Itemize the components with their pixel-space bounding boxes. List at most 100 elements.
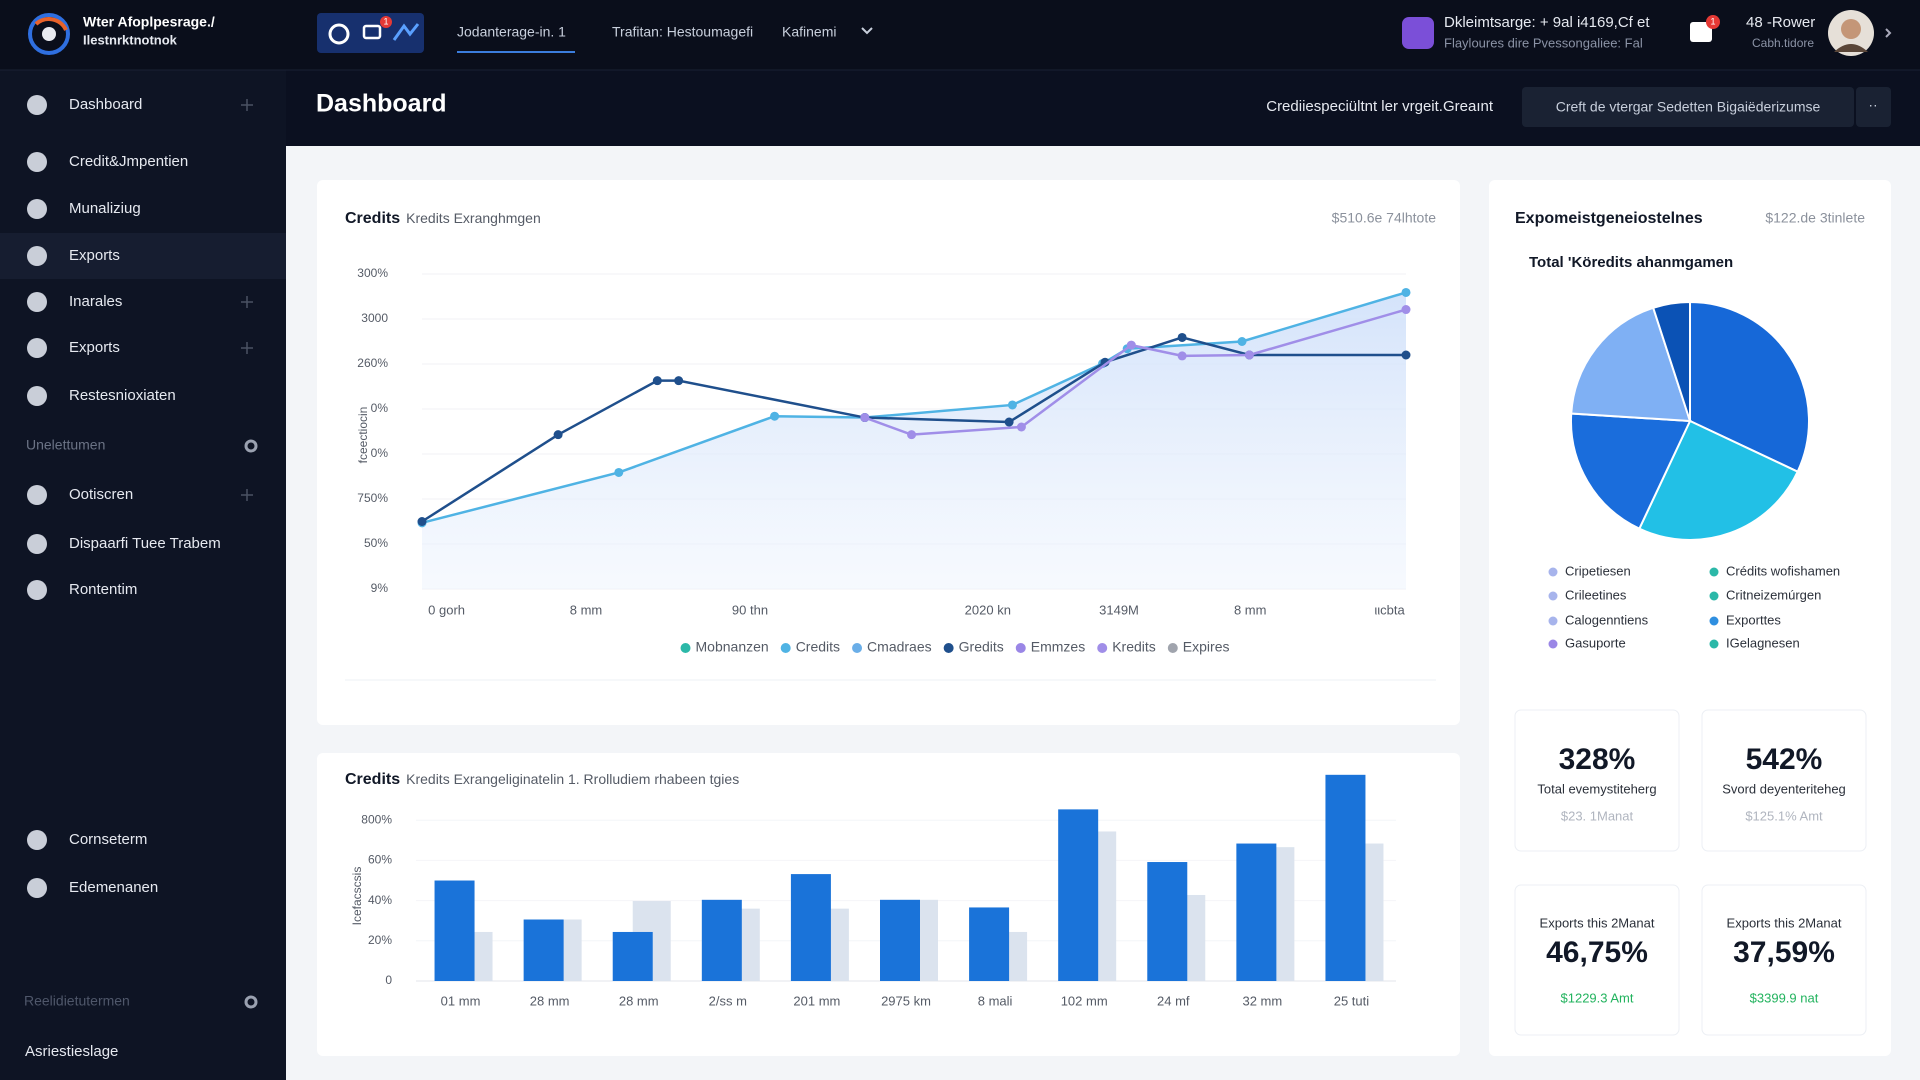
legend-swatch [1167,643,1178,653]
avatar-face [1841,19,1861,39]
card-summary: $122.de 3tinlete [1765,210,1865,226]
more-button[interactable] [1856,87,1891,127]
y-tick-label: 50% [364,536,388,550]
stat-sub: $1229.3 Amt [1561,990,1634,1005]
expand-icon[interactable] [241,296,253,308]
legend-item[interactable]: Cmadraes [852,639,932,655]
nav-item[interactable]: Cornseterm [69,831,147,848]
expand-icon[interactable] [241,342,253,354]
header-link[interactable]: Crediiespeciültnt ler vrgeit.Greaınt [1266,98,1494,115]
nav-icon [27,338,47,358]
legend-item[interactable]: Emmzes [1015,639,1085,655]
icon [328,23,350,45]
legend-swatch [1548,591,1558,601]
expand-icon[interactable] [241,99,253,111]
header-button[interactable] [1522,87,1854,127]
nav-icon [27,830,47,850]
nav-item[interactable]: Credit&Jmpentien [69,153,188,170]
legend-swatch [1097,643,1108,653]
x-tick-label: 102 mm [1061,993,1108,1008]
legend-swatch [780,643,791,653]
bar [434,880,475,981]
nav-item[interactable]: Asriestieslage [25,1043,118,1060]
legend-swatch [943,643,954,653]
nav-item[interactable]: Dispaarfi Tuee Trabem [69,535,221,552]
legend-label[interactable]: Critneizemúrgen [1726,587,1821,602]
nav-icon [27,386,47,406]
point [674,376,684,386]
nav-item[interactable]: Rontentim [69,581,137,598]
tab[interactable]: Kafinemi [782,24,836,40]
card-subtitle: Total 'Köredits ahanmgamen [1529,254,1733,271]
nav-icon [27,95,47,115]
y-axis-label: fceectiocin [356,407,370,464]
point [1177,332,1187,342]
user-role: Cabh.tidore [1752,36,1814,50]
icon [362,24,382,40]
legend-label[interactable]: Cripetiesen [1565,563,1631,578]
settings-icon[interactable] [244,439,258,453]
x-tick-label: 2020 kn [965,602,1011,617]
bar [612,931,653,981]
chevron[interactable] [861,27,873,35]
nav-item[interactable]: Edemenanen [69,879,158,896]
legend-label: Kredits [1112,639,1156,655]
sidebar [0,0,286,1080]
nav-item[interactable]: Inarales [69,293,122,310]
tab[interactable]: Trafitan: Hestoumagefi [612,24,753,40]
expand-icon[interactable] [241,489,253,501]
logo[interactable] [28,13,70,55]
legend-label[interactable]: IGelagnesen [1726,635,1800,650]
nav-icon [27,199,47,219]
nav-icon [27,246,47,266]
badge-count: 1 [1710,16,1715,26]
nav-item[interactable]: Exports [69,247,120,264]
nav-item[interactable]: Munaliziug [69,200,141,217]
legend-item[interactable]: Credits [780,639,840,655]
chevron[interactable] [1885,28,1892,38]
legend-label[interactable]: Calogenntiens [1565,612,1649,627]
point [1177,351,1187,361]
stat-card [1514,884,1680,1036]
nav-item[interactable]: Dashboard [69,96,142,113]
notice-icon[interactable] [1402,17,1434,49]
nav-item[interactable]: Ootiscren [69,486,133,503]
y-tick-label: 0% [371,446,389,460]
nav-icon [27,534,47,554]
y-tick-label: 40% [368,893,392,907]
y-tick-label: 0% [371,401,389,415]
legend-swatch [1709,639,1719,649]
alert-icon[interactable] [1690,22,1712,42]
legend-item[interactable]: Kredits [1097,639,1156,655]
legend-swatch [1015,643,1026,653]
pie-slice [1570,412,1692,531]
badge [1706,15,1720,29]
more-label: ·· [1868,97,1877,113]
legend-swatch [852,643,863,653]
line [421,336,1406,523]
tab[interactable]: Jodanterage-in. 1 [457,24,566,40]
x-tick-label: 8 mali [978,993,1013,1008]
point [614,467,624,477]
x-tick-label: 01 mm [441,993,481,1008]
settings-icon[interactable] [244,995,258,1009]
x-tick-label: 8 mm [1234,602,1267,617]
y-axis-label: Icefacscsis [350,867,364,926]
legend-item[interactable]: Gredits [943,639,1004,655]
legend-label[interactable]: Gasuporte [1565,635,1626,650]
x-tick-label: 28 mm [619,993,659,1008]
legend-swatch [1709,567,1719,577]
legend-label[interactable]: Crileetines [1565,587,1627,602]
legend-item[interactable]: Mobnanzen [680,639,769,655]
nav-item[interactable]: Restesnioxiaten [69,387,176,404]
point [1007,400,1017,410]
nav-item[interactable]: Exports [69,339,120,356]
y-tick-label: 3000 [361,311,388,325]
bar [969,907,1010,981]
legend-label[interactable]: Exporttes [1726,612,1781,627]
legend-label[interactable]: Crédits wofishamen [1726,563,1840,578]
x-tick-label: 32 mm [1242,993,1282,1008]
pie-slice [1570,306,1692,423]
legend-item[interactable]: Expires [1167,639,1230,655]
stat-label: Exports this 2Manat [1540,915,1655,930]
